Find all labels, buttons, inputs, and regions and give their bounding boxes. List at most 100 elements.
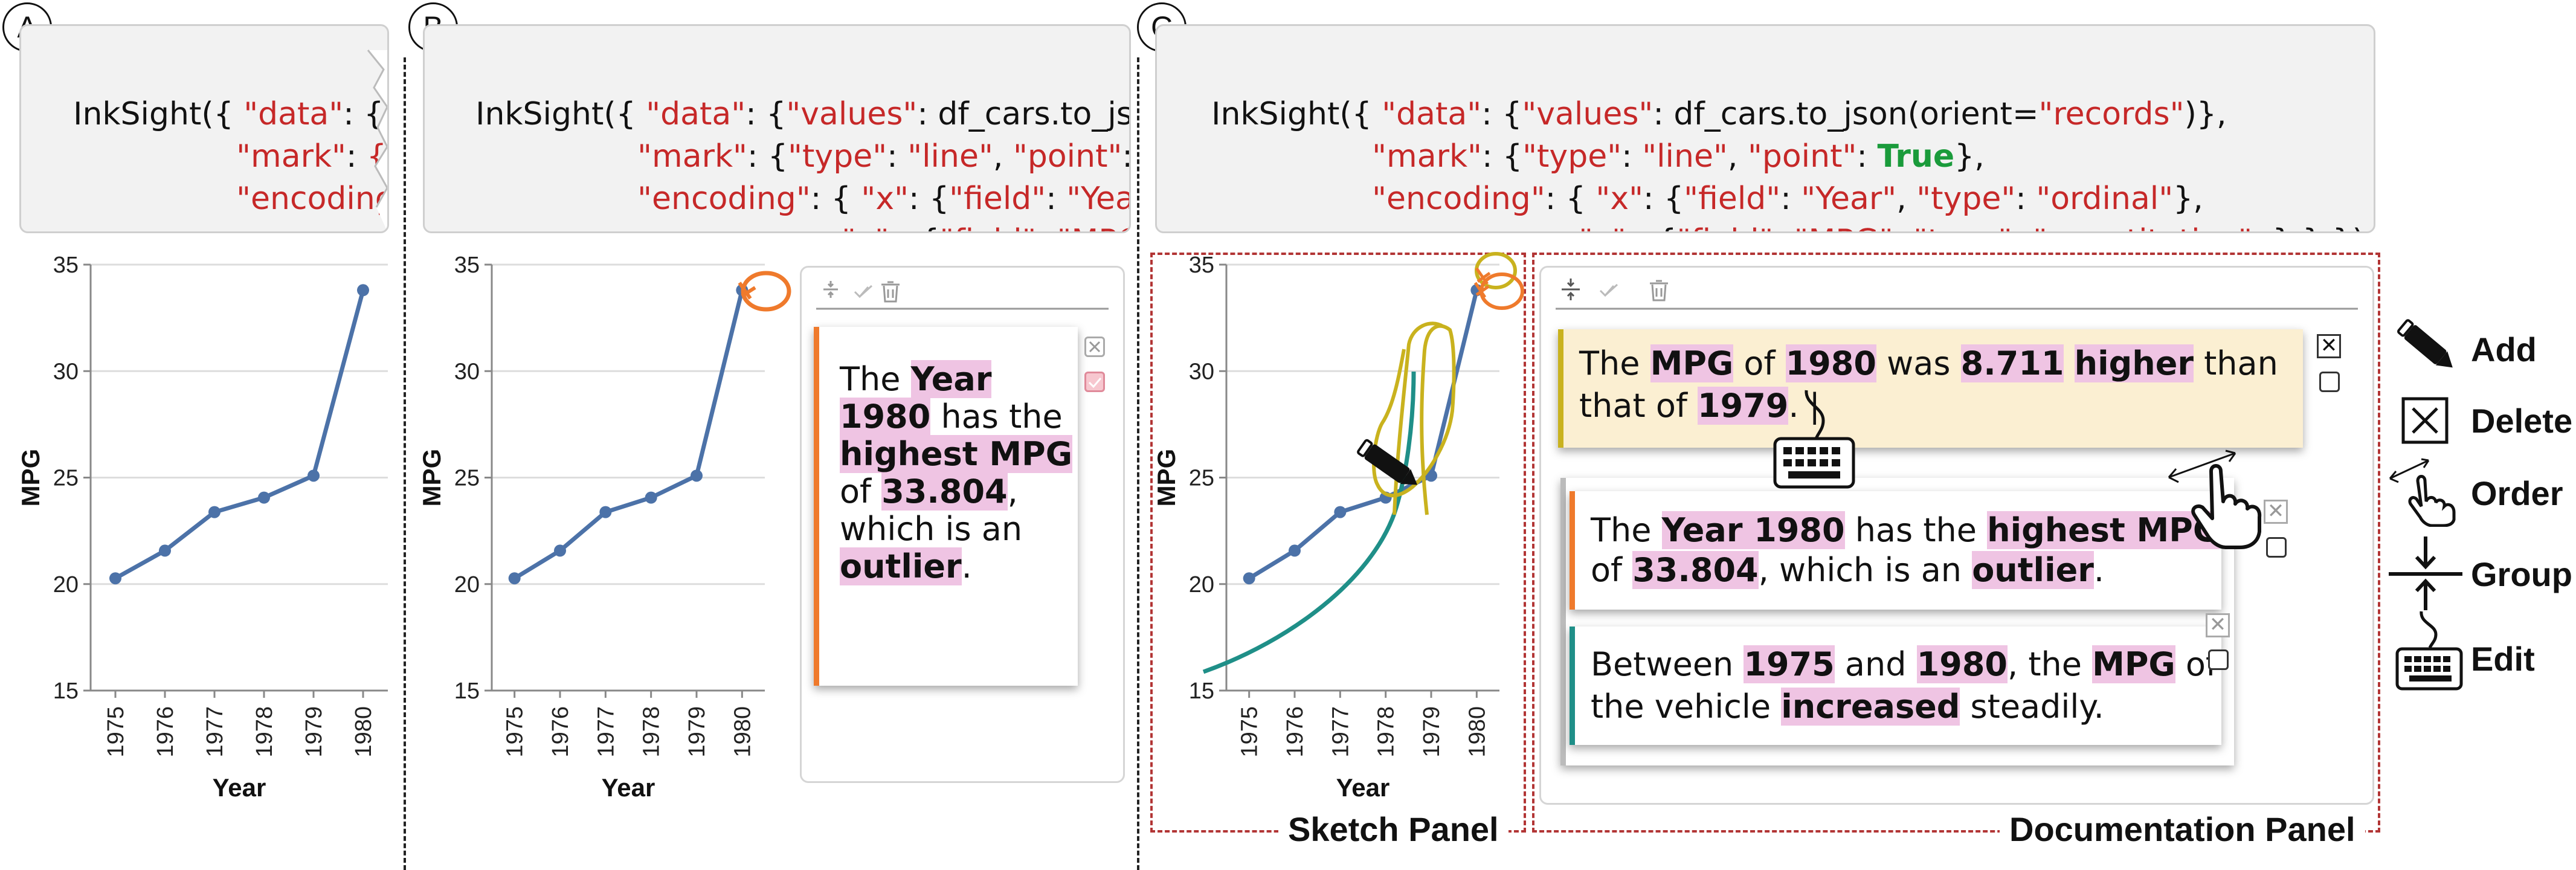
insight-card-difference[interactable]: The MPG of 1980 was 8.711 higher than th… [1558, 329, 2303, 448]
x-tick-label: 1979 [301, 706, 327, 758]
data-point [1243, 572, 1255, 585]
y-tick-label: 15 [1189, 678, 1214, 704]
x-tick-label: 1976 [1283, 706, 1308, 758]
data-point [258, 491, 270, 504]
doc-panel-caption: Documentation Panel [2000, 810, 2365, 849]
y-axis-title: MPG [1152, 449, 1180, 507]
check-icon[interactable] [854, 285, 873, 298]
separator-ab [404, 57, 406, 870]
delete-checkbox-c1[interactable]: ✕ [2317, 334, 2341, 358]
x-tick-label: 1980 [1464, 706, 1490, 758]
series-line [114, 289, 365, 581]
series-line [1248, 289, 1479, 581]
data-point [357, 284, 369, 297]
hand-cursor-icon [2168, 450, 2262, 549]
x-tick-label: 1975 [1237, 706, 1263, 758]
orange-circle-annotation-c [1473, 272, 1524, 310]
data-point [645, 491, 657, 504]
x-tick-label: 1975 [503, 706, 528, 758]
delete-checkbox-c2[interactable]: ✕ [2264, 500, 2288, 524]
code-box-b: InkSight({ "data": {"values": df_cars.to… [423, 24, 1131, 233]
data-point [159, 544, 171, 557]
select-checkbox-c3[interactable] [2208, 649, 2229, 670]
delete-box-icon [2401, 397, 2449, 444]
y-tick-label: 35 [53, 253, 79, 278]
data-point [554, 544, 566, 557]
legend-delete: Delete [2471, 402, 2573, 440]
trash-icon-c[interactable] [1650, 280, 1668, 301]
y-tick-label: 35 [1189, 253, 1214, 278]
insight-card-outlier[interactable]: The Year 1980 has the highest MPG of 33.… [814, 327, 1078, 686]
x-tick-label: 1977 [593, 706, 619, 758]
insight-card-outlier-c[interactable]: The Year 1980 has the highest MPG of 33.… [1570, 491, 2221, 610]
line-chart-b: 15 20 25 30 35 1975 1976 1977 1978 1979 1980 Year MP… [417, 253, 765, 802]
sketch-overlay [1202, 252, 1517, 674]
group-icon[interactable] [823, 281, 838, 298]
insight-card-trend[interactable]: Between 1975 and 1980, the MPG of the ve… [1570, 627, 2221, 745]
group-icon-c[interactable] [1562, 279, 1580, 300]
data-point [1334, 506, 1347, 518]
y-tick-label: 15 [53, 678, 79, 704]
separator-bc [1137, 57, 1139, 870]
data-point [109, 572, 121, 585]
line-chart-a: 15 20 25 30 35 1975 1976 1977 1978 1979 1980 Year MP… [16, 253, 388, 802]
legend-add: Add [2471, 330, 2537, 369]
y-tick-label: 35 [454, 253, 480, 278]
x-tick-label: 1977 [202, 706, 228, 758]
trash-icon[interactable] [881, 281, 900, 303]
insight-group[interactable]: The Year 1980 has the highest MPG of 33.… [1560, 478, 2234, 765]
y-tick-label: 30 [454, 359, 480, 384]
y-axis-title: MPG [16, 449, 45, 507]
select-checkbox[interactable] [1084, 372, 1105, 392]
y-tick-label: 25 [1189, 466, 1214, 491]
x-tick-label: 1980 [730, 706, 755, 758]
delete-checkbox-c3[interactable]: ✕ [2206, 613, 2230, 637]
y-tick-label: 25 [53, 466, 79, 491]
x-tick-label: 1980 [351, 706, 376, 758]
data-point [1289, 544, 1301, 557]
x-tick-label: 1979 [684, 706, 710, 758]
x-axis-title: Year [213, 773, 266, 802]
add-pen-icon [2397, 319, 2453, 368]
legend-edit: Edit [2471, 640, 2535, 678]
check-icon-c[interactable] [1599, 283, 1618, 297]
x-tick-label: 1975 [103, 706, 129, 758]
x-tick-label: 1978 [252, 706, 277, 758]
data-point [691, 469, 703, 482]
x-axis-title: Year [602, 773, 655, 802]
x-tick-label: 1979 [1419, 706, 1444, 758]
doc-panel-border [1532, 253, 2380, 833]
code-box-a: InkSight({ "data": {"va "mark": {"ty "en… [19, 24, 389, 233]
series-line [513, 289, 744, 581]
keyboard-icon [1773, 390, 1855, 489]
legend-order: Order [2471, 474, 2563, 512]
y-tick-label: 20 [53, 572, 79, 598]
y-tick-label: 20 [454, 572, 480, 598]
data-point [308, 469, 320, 482]
data-point [208, 506, 221, 518]
sketch-panel-caption: Sketch Panel [1278, 810, 1509, 849]
code-box-c: InkSight({ "data": {"values": df_cars.to… [1155, 24, 2375, 233]
y-tick-label: 25 [454, 466, 480, 491]
x-tick-label: 1978 [1374, 706, 1399, 758]
y-tick-label: 15 [454, 678, 480, 704]
select-checkbox-c1[interactable] [2319, 372, 2340, 392]
y-tick-label: 30 [1189, 359, 1214, 384]
line-chart-c[interactable]: 15 20 25 30 35 1975 1976 1977 1978 1979 1980 Year MP… [1141, 242, 1539, 822]
data-point [599, 506, 612, 518]
edit-keyboard-icon [2395, 611, 2463, 691]
legend-group: Group [2471, 555, 2572, 593]
torn-edge [367, 26, 387, 231]
circle-annotation-b [738, 271, 791, 312]
x-tick-label: 1976 [153, 706, 178, 758]
pen-icon [1357, 439, 1418, 485]
group-arrows-icon [2389, 536, 2462, 610]
x-tick-label: 1977 [1328, 706, 1353, 758]
select-checkbox-c2[interactable] [2266, 537, 2287, 558]
x-tick-label: 1976 [548, 706, 573, 758]
doc-panel-c: The MPG of 1980 was 8.711 higher than th… [1539, 266, 2374, 805]
y-axis-title: MPG [417, 449, 446, 507]
order-drag-icon [2389, 458, 2456, 527]
data-point [508, 572, 521, 585]
delete-checkbox[interactable] [1084, 337, 1105, 357]
